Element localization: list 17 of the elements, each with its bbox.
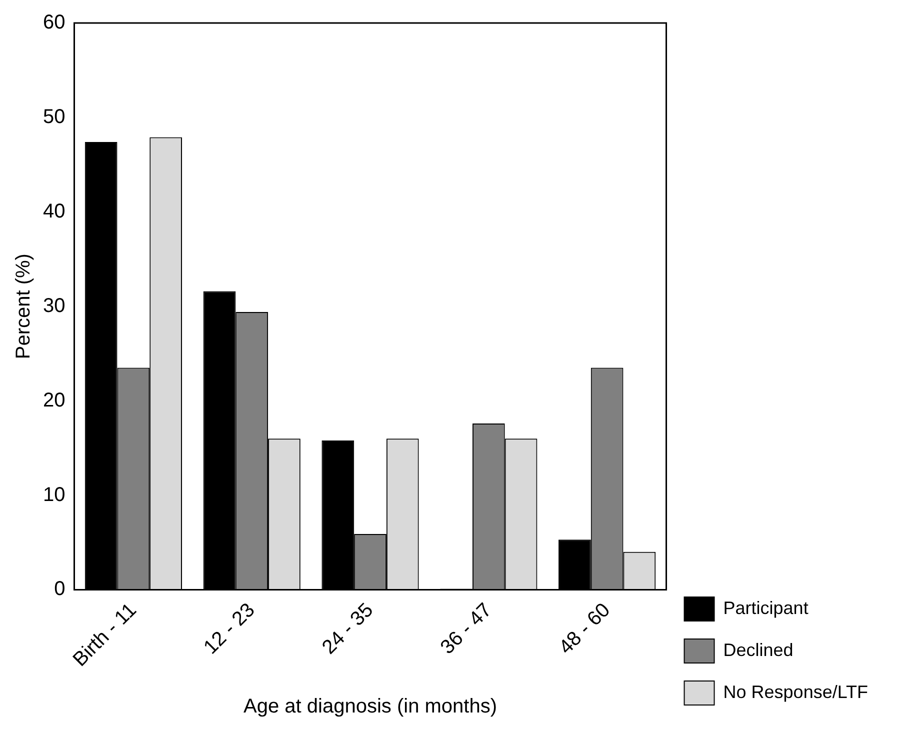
y-tick-label: 30 — [42, 294, 66, 317]
y-tick-label: 50 — [42, 106, 66, 128]
y-axis-title: Percent (%) — [12, 254, 35, 360]
legend-label: No Response/LTF — [723, 682, 868, 702]
x-axis-title: Age at diagnosis (in months) — [244, 696, 497, 718]
y-tick-label: 20 — [42, 389, 66, 412]
x-tick-label: 36 - 47 — [436, 599, 496, 659]
x-tick-label: 12 - 23 — [200, 599, 260, 659]
x-tick-label: 48 - 60 — [554, 599, 615, 659]
legend-label: Declined — [723, 640, 794, 660]
legend-label: Participant — [723, 598, 808, 618]
y-tick-label: 10 — [42, 484, 66, 506]
x-tick-label: Birth - 11 — [68, 599, 141, 671]
y-tick-label: 40 — [42, 200, 66, 222]
x-tick-label: 24 - 35 — [318, 599, 378, 659]
y-tick-label: 0 — [54, 578, 66, 600]
y-tick-label: 60 — [42, 12, 66, 34]
